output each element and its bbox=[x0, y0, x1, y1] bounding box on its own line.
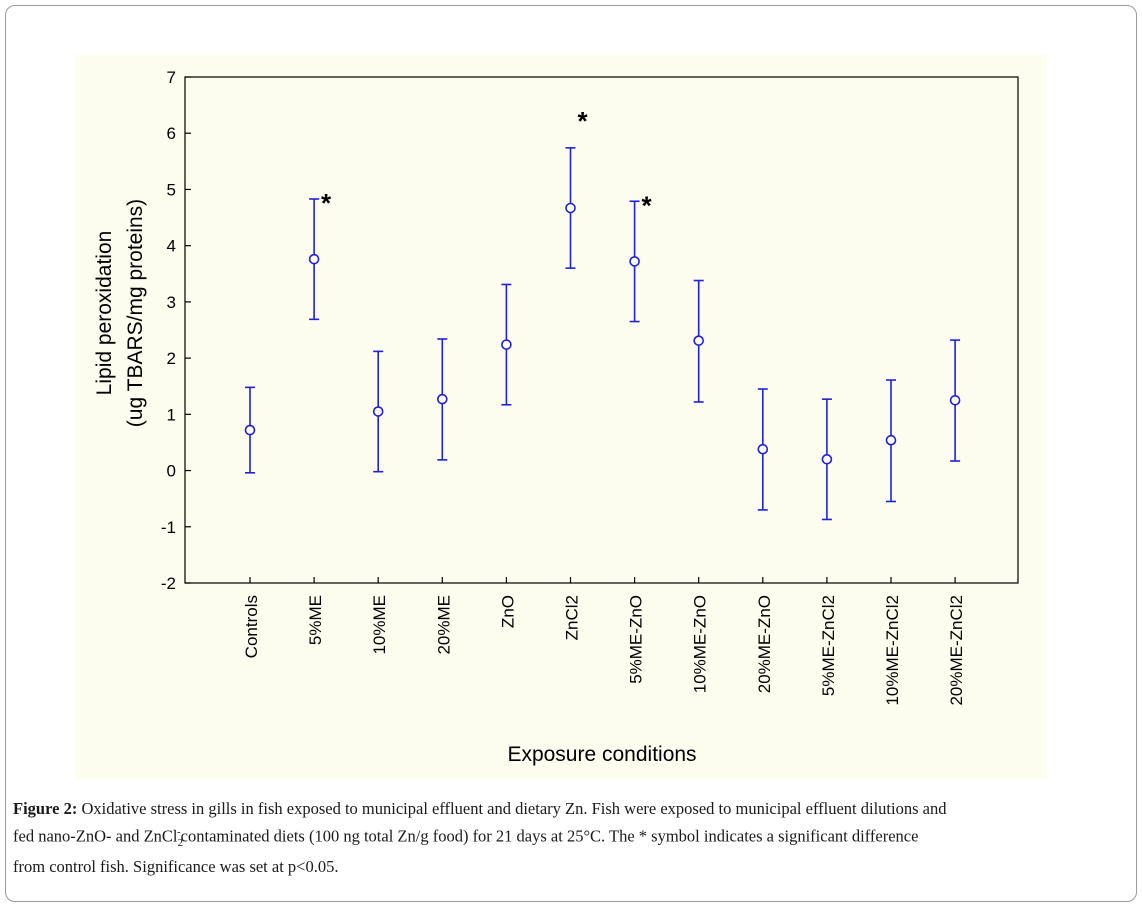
x-tick-label-10%ME-ZnO: 10%ME-ZnO bbox=[691, 595, 710, 693]
mean-point-5%ME-ZnO bbox=[629, 256, 640, 267]
caption-line-2: fed nano-ZnO- and ZnCl2-contaminated die… bbox=[13, 821, 1131, 855]
x-tick-label-ZnO: ZnO bbox=[498, 595, 517, 628]
x-ticks: Controls 5%ME 10%ME 20%ME ZnO ZnCl2 5%ME-ZnO 10… bbox=[242, 577, 966, 706]
caption-text-3: from control fish. Significance was set … bbox=[13, 856, 339, 876]
mean-point-10%ME-ZnCl2 bbox=[885, 434, 897, 446]
y-tick-label-4: 4 bbox=[167, 237, 176, 256]
y-tick-label-0: 0 bbox=[167, 462, 176, 481]
y-tick-label-6: 6 bbox=[167, 124, 176, 143]
mean-point-20%ME-ZnCl2 bbox=[949, 394, 961, 406]
caption-superscript: - bbox=[177, 825, 181, 838]
caption-label: Figure 2: bbox=[13, 799, 78, 818]
y-axis-title-line2: (ug TBARS/mg proteins) bbox=[124, 199, 147, 427]
x-tick-label-5%ME: 5%ME bbox=[306, 595, 325, 645]
mean-point-20%ME-ZnO bbox=[757, 443, 769, 455]
mean-point-ZnO bbox=[501, 339, 512, 350]
x-axis-title: Exposure conditions bbox=[507, 743, 696, 766]
mean-point-5%ME-ZnCl2 bbox=[821, 454, 833, 465]
y-tick-label-5: 5 bbox=[167, 180, 176, 199]
caption-text-2b: contaminated diets (100 ng total Zn/g fo… bbox=[180, 826, 919, 845]
plot-frame bbox=[184, 76, 1019, 584]
mean-point-10%ME-ZnO bbox=[693, 335, 705, 346]
axes bbox=[184, 76, 1019, 584]
x-tick-label-Controls: Controls bbox=[242, 595, 261, 658]
y-tick-label--2: -2 bbox=[161, 574, 176, 593]
significance-marker-5%ME-ZnO: * bbox=[642, 190, 653, 220]
figure-caption: Figure 2: Oxidative stress in gills in f… bbox=[13, 797, 1131, 878]
x-tick-label-20%ME-ZnCl2: 20%ME-ZnCl2 bbox=[947, 595, 966, 706]
y-axis-title: Lipid peroxidation (ug TBARS/mg proteins… bbox=[93, 199, 147, 427]
x-tick-label-20%ME-ZnO: 20%ME-ZnO bbox=[755, 595, 774, 693]
mean-point-5%ME bbox=[308, 253, 320, 265]
y-tick-label-1: 1 bbox=[167, 405, 176, 424]
x-tick-label-ZnCl2: ZnCl2 bbox=[563, 595, 582, 640]
y-axis-title-line1: Lipid peroxidation bbox=[93, 231, 116, 396]
x-tick-label-10%ME: 10%ME bbox=[370, 595, 389, 655]
caption-line-1: Figure 2: Oxidative stress in gills in f… bbox=[13, 797, 1131, 821]
caption-subscript: 2 bbox=[177, 836, 184, 849]
y-ticks: -2 -1 0 1 2 3 4 5 6 7 bbox=[161, 68, 191, 593]
y-tick-label-2: 2 bbox=[167, 349, 176, 368]
x-tick-label-10%ME-ZnCl2: 10%ME-ZnCl2 bbox=[883, 595, 902, 706]
mean-point-10%ME bbox=[372, 406, 384, 417]
y-tick-label-7: 7 bbox=[167, 68, 176, 87]
data-marks: * * * bbox=[244, 106, 961, 521]
caption-line-3: from control fish. Significance was set … bbox=[13, 855, 1131, 879]
y-tick-label-3: 3 bbox=[167, 293, 176, 312]
x-tick-label-5%ME-ZnO: 5%ME-ZnO bbox=[627, 595, 646, 684]
significance-marker-ZnCl2: * bbox=[577, 106, 588, 136]
mean-point-Controls bbox=[244, 424, 256, 436]
mean-point-20%ME bbox=[436, 393, 448, 405]
caption-text-2a: fed nano-ZnO- and ZnCl bbox=[13, 826, 178, 845]
x-tick-label-20%ME: 20%ME bbox=[434, 595, 453, 655]
caption-text-1: Oxidative stress in gills in fish expose… bbox=[77, 799, 947, 818]
x-tick-label-5%ME-ZnCl2: 5%ME-ZnCl2 bbox=[819, 595, 838, 696]
y-tick-label--1: -1 bbox=[161, 518, 176, 537]
mean-point-ZnCl2 bbox=[565, 202, 576, 214]
plot-background bbox=[75, 55, 1047, 779]
significance-marker-5%ME: * bbox=[321, 188, 332, 218]
